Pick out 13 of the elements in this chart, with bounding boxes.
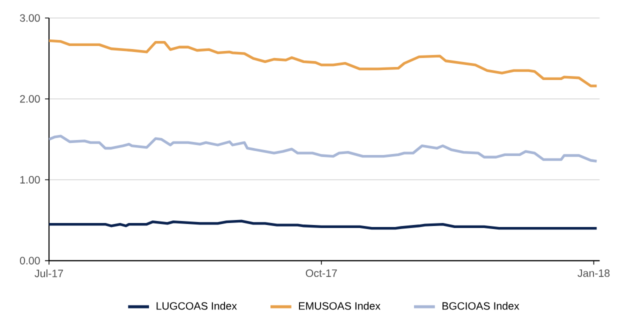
legend-label: EMUSOAS Index [299, 302, 380, 310]
y-tick-label: 0.00 [20, 256, 40, 264]
line-series [49, 220, 598, 230]
x-tick-label: Jul-17 [34, 269, 63, 278]
y-tick-label: 3.00 [20, 14, 40, 22]
legend-label: LUGCOAS Index [156, 302, 237, 310]
legend-label: BGCIOAS Index [442, 302, 520, 310]
y-tick-label: 2.00 [20, 95, 40, 103]
line-series [49, 39, 598, 88]
y-tick-label: 1.00 [20, 176, 40, 184]
line-series [49, 134, 598, 163]
x-tick-label: Jan-18 [578, 269, 610, 277]
x-tick-label: Oct-17 [306, 269, 337, 277]
